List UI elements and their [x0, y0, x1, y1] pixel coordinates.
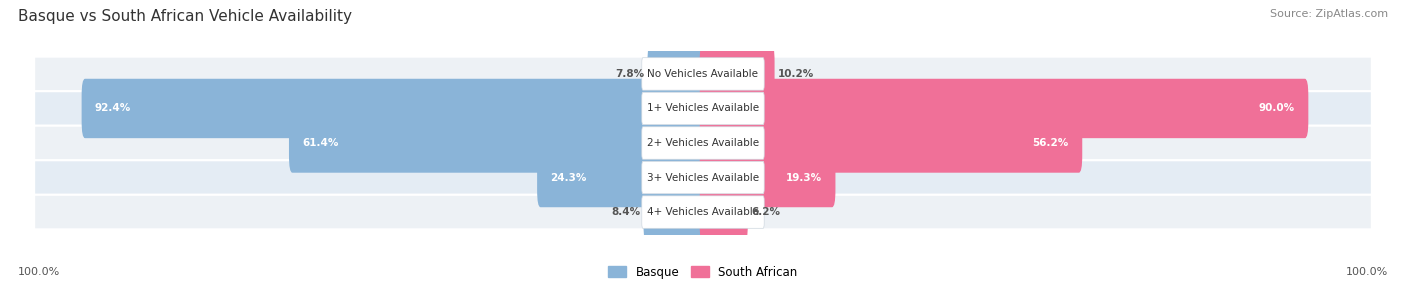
- Text: Basque vs South African Vehicle Availability: Basque vs South African Vehicle Availabi…: [18, 9, 353, 23]
- FancyBboxPatch shape: [648, 44, 706, 104]
- FancyBboxPatch shape: [34, 57, 1372, 91]
- Text: 3+ Vehicles Available: 3+ Vehicles Available: [647, 172, 759, 182]
- Text: 7.8%: 7.8%: [614, 69, 644, 79]
- FancyBboxPatch shape: [700, 182, 748, 242]
- Text: 90.0%: 90.0%: [1258, 104, 1295, 114]
- FancyBboxPatch shape: [34, 195, 1372, 229]
- Text: 1+ Vehicles Available: 1+ Vehicles Available: [647, 104, 759, 114]
- FancyBboxPatch shape: [700, 79, 1309, 138]
- FancyBboxPatch shape: [700, 44, 775, 104]
- Text: 92.4%: 92.4%: [96, 104, 131, 114]
- FancyBboxPatch shape: [34, 160, 1372, 195]
- Text: 24.3%: 24.3%: [551, 172, 586, 182]
- FancyBboxPatch shape: [537, 148, 706, 207]
- FancyBboxPatch shape: [700, 148, 835, 207]
- FancyBboxPatch shape: [700, 113, 1083, 173]
- FancyBboxPatch shape: [644, 182, 706, 242]
- Text: Source: ZipAtlas.com: Source: ZipAtlas.com: [1270, 9, 1388, 19]
- Text: 61.4%: 61.4%: [302, 138, 339, 148]
- Legend: Basque, South African: Basque, South African: [603, 261, 803, 283]
- Text: 100.0%: 100.0%: [1346, 267, 1388, 277]
- Text: 56.2%: 56.2%: [1032, 138, 1069, 148]
- FancyBboxPatch shape: [641, 127, 765, 159]
- FancyBboxPatch shape: [290, 113, 706, 173]
- FancyBboxPatch shape: [34, 91, 1372, 126]
- FancyBboxPatch shape: [641, 58, 765, 90]
- Text: 2+ Vehicles Available: 2+ Vehicles Available: [647, 138, 759, 148]
- FancyBboxPatch shape: [641, 196, 765, 228]
- Text: 10.2%: 10.2%: [778, 69, 814, 79]
- Text: 4+ Vehicles Available: 4+ Vehicles Available: [647, 207, 759, 217]
- Text: No Vehicles Available: No Vehicles Available: [648, 69, 758, 79]
- FancyBboxPatch shape: [641, 161, 765, 194]
- Text: 19.3%: 19.3%: [786, 172, 823, 182]
- FancyBboxPatch shape: [82, 79, 706, 138]
- Text: 8.4%: 8.4%: [612, 207, 640, 217]
- FancyBboxPatch shape: [34, 126, 1372, 160]
- Text: 6.2%: 6.2%: [751, 207, 780, 217]
- Text: 100.0%: 100.0%: [18, 267, 60, 277]
- FancyBboxPatch shape: [641, 92, 765, 125]
